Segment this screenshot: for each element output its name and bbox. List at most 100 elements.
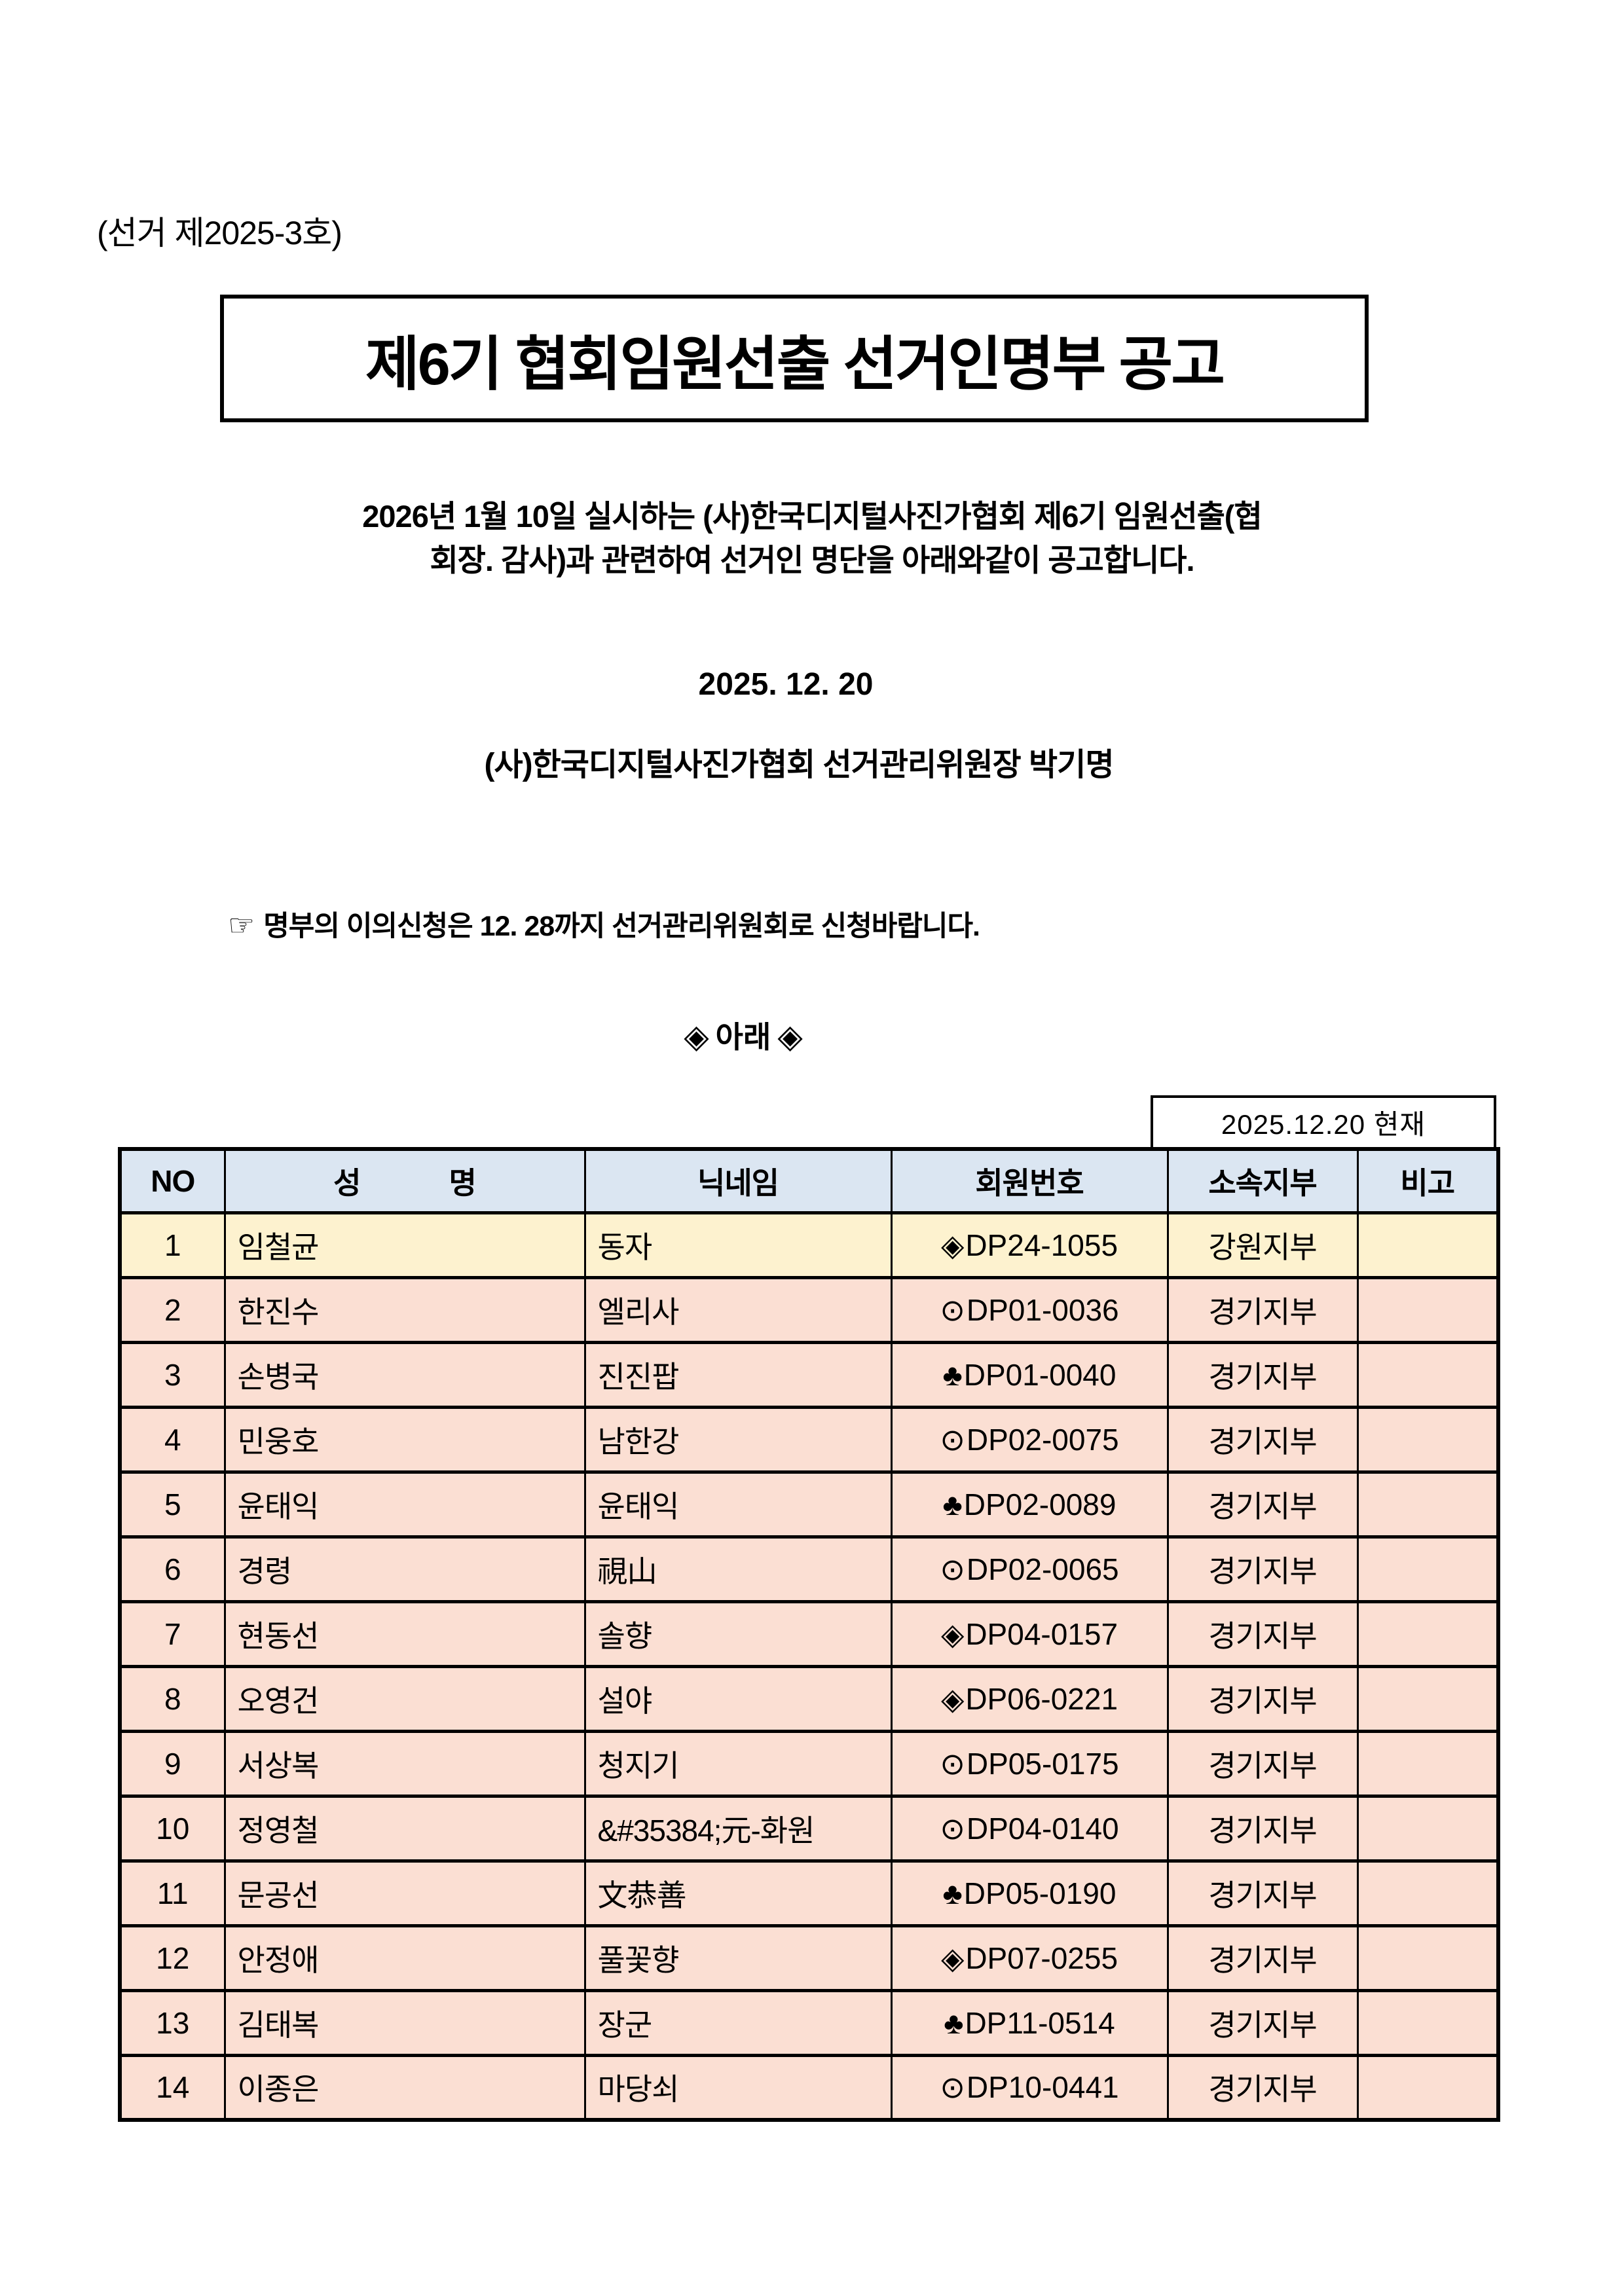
cell-no: 5 — [119, 1470, 225, 1537]
table-row: 4 민웅호 남한강 ⊙DP02-0075 경기지부 — [119, 1405, 1498, 1472]
member-symbol-icon: ◈ — [940, 1616, 965, 1651]
cell-name: 임철균 — [223, 1211, 585, 1277]
cell-nickname: 설야 — [583, 1664, 891, 1731]
cell-member-no: ◈DP06-0221 — [890, 1664, 1168, 1731]
cell-no: 10 — [119, 1794, 225, 1861]
cell-member-no: ⊙DP05-0175 — [890, 1729, 1168, 1796]
cell-member-no: ◈DP24-1055 — [890, 1211, 1168, 1277]
cell-member-no: ♣DP11-0514 — [890, 1988, 1168, 2055]
member-number-text: DP02-0089 — [963, 1487, 1116, 1522]
cell-no: 14 — [119, 2053, 225, 2120]
cell-name: 한진수 — [223, 1275, 585, 1342]
table-header-row: NO 성 명 닉네임 회원번호 소속지부 비고 — [119, 1147, 1498, 1212]
as-of-date-box: 2025.12.20 현재 — [1151, 1095, 1496, 1147]
cell-branch: 경기지부 — [1166, 2053, 1357, 2120]
doc-number: (선거 제2025-3호) — [97, 215, 342, 251]
member-number-text: DP01-0040 — [963, 1357, 1116, 1392]
cell-nickname: &#35384;元-화원 — [583, 1794, 891, 1861]
page-title: 제6기 협회임원선출 선거인명부 공고 — [365, 331, 1225, 397]
cell-member-no: ⊙DP10-0441 — [890, 2053, 1168, 2120]
cell-note — [1356, 1988, 1498, 2055]
announcement-line-2: 회장. 감사)과 관련하여 선거인 명단을 아래와같이 공고합니다. — [430, 543, 1194, 577]
title-box: 제6기 협회임원선출 선거인명부 공고 — [220, 295, 1369, 422]
cell-nickname: 진진팝 — [583, 1340, 891, 1407]
cell-name: 손병국 — [223, 1340, 585, 1407]
member-symbol-icon: ♣ — [942, 1357, 963, 1392]
member-symbol-icon: ⊙ — [940, 2070, 965, 2105]
cell-note — [1356, 2053, 1498, 2120]
cell-nickname: 엘리사 — [583, 1275, 891, 1342]
announcement-paragraph: 2026년 1월 10일 실시하는 (사)한국디지털사진가협회 제6기 임원선출… — [0, 494, 1624, 582]
cell-branch: 경기지부 — [1166, 1340, 1357, 1407]
header-no: NO — [119, 1147, 225, 1212]
member-number-text: DP04-0140 — [966, 1811, 1119, 1846]
member-number-text: DP05-0175 — [966, 1746, 1119, 1781]
cell-branch: 경기지부 — [1166, 1599, 1357, 1666]
objection-notice-text: 명부의 이의신청은 12. 28까지 선거관리위원회로 신청바랍니다. — [263, 911, 980, 942]
cell-branch: 강원지부 — [1166, 1211, 1357, 1277]
member-symbol-icon: ♣ — [944, 2005, 964, 2040]
cell-no: 4 — [119, 1405, 225, 1472]
cell-name: 안정애 — [223, 1923, 585, 1990]
cell-note — [1356, 1923, 1498, 1990]
cell-name: 서상복 — [223, 1729, 585, 1796]
table-row: 8 오영건 설야 ◈DP06-0221 경기지부 — [119, 1664, 1498, 1731]
cell-branch: 경기지부 — [1166, 1729, 1357, 1796]
header-branch: 소속지부 — [1166, 1147, 1357, 1212]
header-name: 성 명 — [223, 1147, 585, 1212]
cell-no: 11 — [119, 1859, 225, 1925]
cell-note — [1356, 1794, 1498, 1861]
table-row: 14 이종은 마당쇠 ⊙DP10-0441 경기지부 — [119, 2053, 1498, 2120]
member-number-text: DP02-0075 — [966, 1422, 1119, 1457]
cell-note — [1356, 1664, 1498, 1731]
cell-name: 민웅호 — [223, 1405, 585, 1472]
cell-member-no: ♣DP01-0040 — [890, 1340, 1168, 1407]
diamond-icon: ◈ — [777, 1018, 803, 1055]
cell-note — [1356, 1470, 1498, 1537]
cell-name: 현동선 — [223, 1599, 585, 1666]
cell-nickname: 마당쇠 — [583, 2053, 891, 2120]
pointing-hand-icon: ☞ — [228, 908, 255, 942]
cell-nickname: 윤태익 — [583, 1470, 891, 1537]
cell-nickname: 장군 — [583, 1988, 891, 2055]
cell-member-no: ♣DP05-0190 — [890, 1859, 1168, 1925]
header-nickname: 닉네임 — [583, 1147, 891, 1212]
member-number-text: DP11-0514 — [965, 2005, 1115, 2040]
table-row: 5 윤태익 윤태익 ♣DP02-0089 경기지부 — [119, 1470, 1498, 1537]
member-symbol-icon: ◈ — [940, 1941, 965, 1975]
cell-branch: 경기지부 — [1166, 1859, 1357, 1925]
below-marker: ◈ 아래 ◈ — [0, 1013, 1486, 1057]
table-row: 12 안정애 풀꽃향 ◈DP07-0255 경기지부 — [119, 1923, 1498, 1990]
cell-branch: 경기지부 — [1166, 1405, 1357, 1472]
objection-notice: ☞ 명부의 이의신청은 12. 28까지 선거관리위원회로 신청바랍니다. — [228, 903, 980, 944]
voter-list-table: NO 성 명 닉네임 회원번호 소속지부 비고 1 임철균 동자 ◈DP24-1… — [118, 1147, 1500, 2122]
member-number-text: DP04-0157 — [965, 1616, 1118, 1651]
member-number-text: DP01-0036 — [966, 1292, 1119, 1327]
below-marker-label: 아래 — [715, 1020, 771, 1054]
cell-name: 이종은 — [223, 2053, 585, 2120]
cell-note — [1356, 1405, 1498, 1472]
announcement-date: 2025. 12. 20 — [698, 667, 874, 702]
cell-note — [1356, 1859, 1498, 1925]
member-symbol-icon: ⊙ — [940, 1746, 965, 1781]
cell-no: 6 — [119, 1535, 225, 1601]
table-row: 10 정영철 &#35384;元-화원 ⊙DP04-0140 경기지부 — [119, 1794, 1498, 1861]
signature-line: (사)한국디지털사진가협회 선거관리위원장 박기명 — [484, 748, 1114, 782]
cell-note — [1356, 1599, 1498, 1666]
table-row: 13 김태복 장군 ♣DP11-0514 경기지부 — [119, 1988, 1498, 2055]
cell-member-no: ⊙DP04-0140 — [890, 1794, 1168, 1861]
cell-note — [1356, 1340, 1498, 1407]
member-symbol-icon: ◈ — [940, 1681, 965, 1716]
cell-member-no: ⊙DP02-0075 — [890, 1405, 1168, 1472]
cell-name: 윤태익 — [223, 1470, 585, 1537]
header-note: 비고 — [1356, 1147, 1498, 1212]
table-row: 1 임철균 동자 ◈DP24-1055 강원지부 — [119, 1211, 1498, 1277]
cell-member-no: ♣DP02-0089 — [890, 1470, 1168, 1537]
cell-branch: 경기지부 — [1166, 1988, 1357, 2055]
cell-note — [1356, 1729, 1498, 1796]
table-row: 11 문공선 文恭善 ♣DP05-0190 경기지부 — [119, 1859, 1498, 1925]
cell-member-no: ◈DP07-0255 — [890, 1923, 1168, 1990]
member-symbol-icon: ⊙ — [940, 1292, 965, 1327]
cell-nickname: 풀꽃향 — [583, 1923, 891, 1990]
